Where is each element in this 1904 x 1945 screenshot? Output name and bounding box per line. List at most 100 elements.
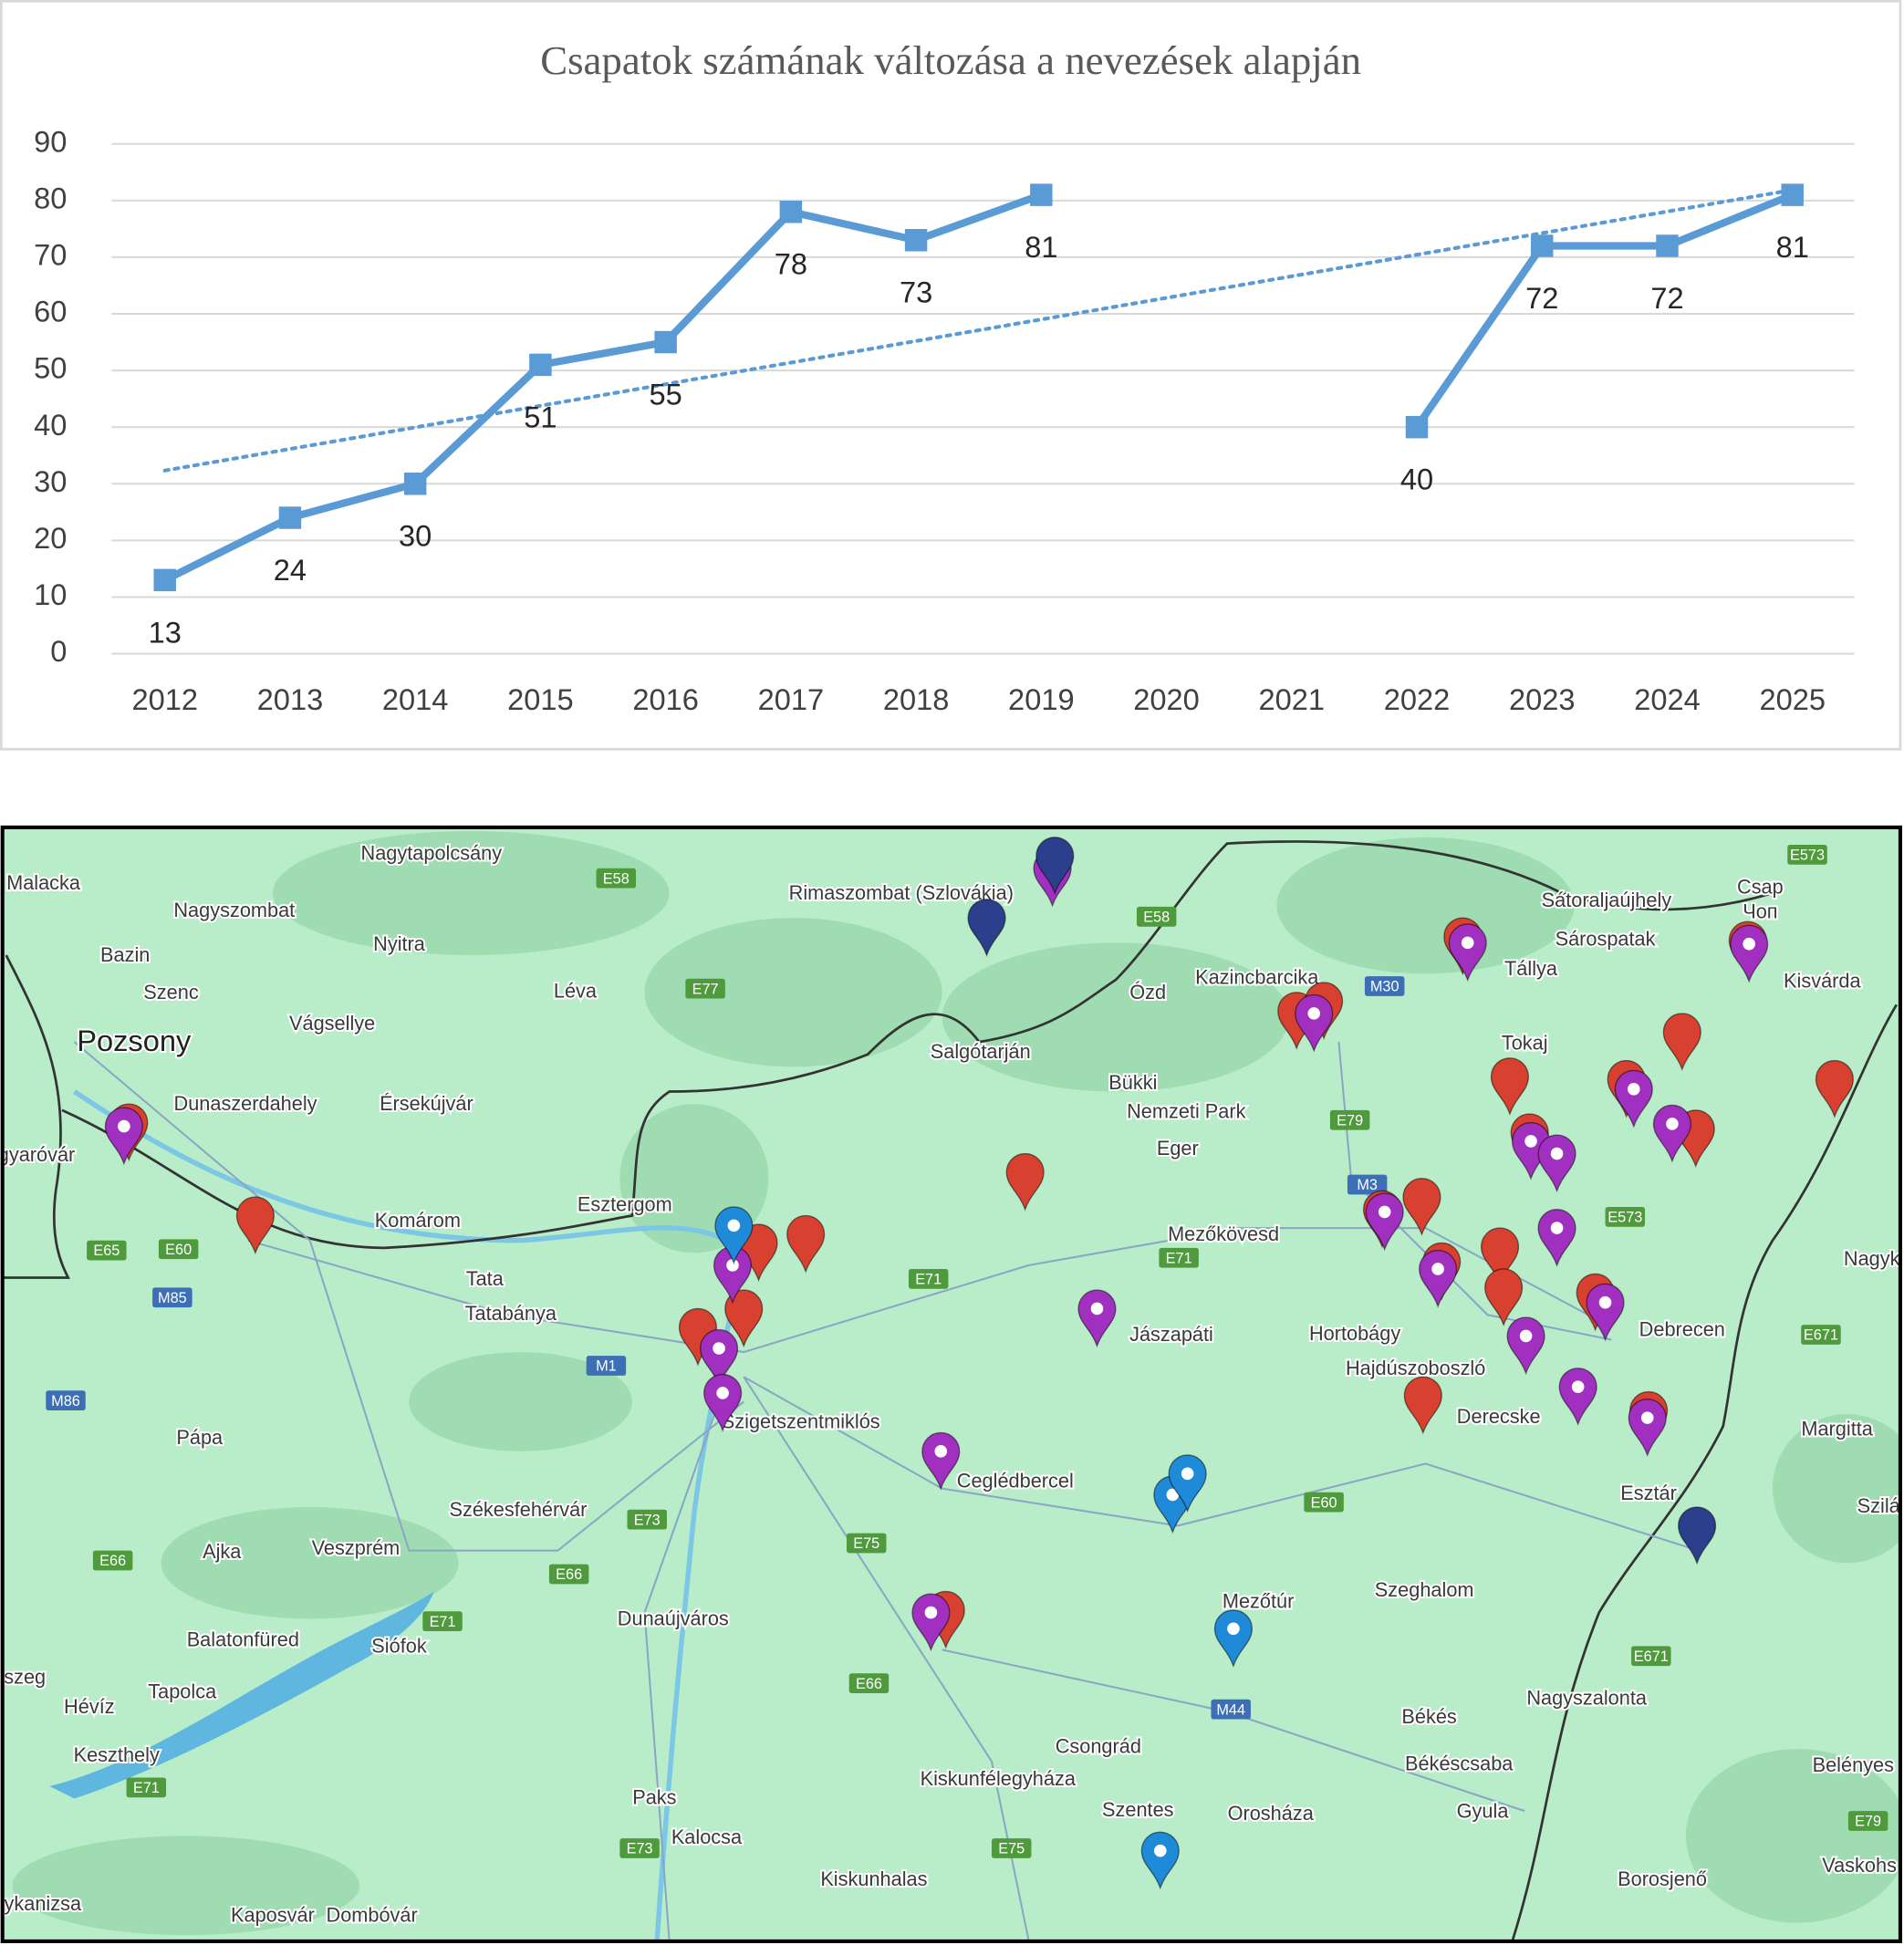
map-pin (1035, 837, 1075, 895)
map-pin (703, 1373, 743, 1432)
road-shield (87, 1240, 127, 1261)
road-shield (1329, 1109, 1370, 1130)
road-shield (92, 1550, 133, 1571)
place-label: Pozsony (77, 1024, 192, 1057)
map-pin (1815, 1059, 1854, 1118)
place-label: Gyula (1457, 1799, 1510, 1822)
place-label: Dombóvár (327, 1903, 418, 1926)
map-pin (1403, 1376, 1442, 1435)
map-pin (1005, 1152, 1045, 1212)
place-label: Keszthely (74, 1743, 160, 1766)
map-pin (1490, 1057, 1529, 1117)
x-tick-label: 2023 (1509, 682, 1576, 716)
map-pin (1213, 1609, 1253, 1669)
road-label: E65 (93, 1243, 120, 1259)
map-frame (0, 825, 1902, 1943)
data-label: 24 (274, 553, 307, 587)
pin-dot (924, 1606, 938, 1619)
data-label: 81 (1025, 230, 1057, 264)
chart-title: Csapatok számának változása a nevezések … (540, 37, 1361, 83)
place-label: Dunaszerdahely (174, 1092, 317, 1115)
pin-dot (1640, 1411, 1654, 1424)
place-label: Szeghalom (1375, 1578, 1474, 1601)
road-label: M86 (51, 1393, 80, 1409)
road-label: M44 (1216, 1701, 1245, 1718)
map-pin (1506, 1316, 1545, 1376)
x-tick-label: 2013 (257, 682, 324, 716)
data-line (162, 191, 1795, 584)
pin-dot (1181, 1467, 1194, 1481)
road-shield (586, 1356, 627, 1376)
data-point (1531, 234, 1554, 257)
map-pin (786, 1214, 826, 1274)
data-label: 72 (1650, 281, 1683, 315)
road-shield (1364, 976, 1405, 996)
data-point (1656, 234, 1679, 257)
road-shield (1847, 1811, 1888, 1831)
data-point (278, 506, 302, 529)
road-shield (548, 1564, 589, 1585)
data-label: 30 (399, 519, 432, 553)
place-label: Sátoraljaújhely (1542, 889, 1672, 911)
place-label: Tokaj (1502, 1032, 1548, 1055)
place-label: Чоп (1743, 900, 1777, 922)
place-label: Esztár (1620, 1482, 1677, 1504)
map-pin (1614, 1069, 1653, 1129)
place-label: Szigetszentmiklós (722, 1409, 880, 1432)
map-pin (1730, 924, 1769, 983)
map-pin (1077, 1289, 1117, 1348)
map-pin (1558, 1368, 1597, 1426)
place-label: Siófok (371, 1634, 427, 1657)
data-label: 73 (900, 276, 932, 309)
road-shield (422, 1611, 463, 1631)
road-label: E66 (556, 1566, 582, 1583)
border-romania (1511, 1004, 1899, 1941)
road-shield (619, 1838, 660, 1858)
road-labels: E58 E58 E77 M30 E79 M3 E573 E573 E71 E71 E60 E671 E6… (46, 844, 1888, 1858)
data-label: 40 (1400, 463, 1433, 496)
road-label: E60 (165, 1242, 192, 1258)
place-label: szeg (4, 1665, 46, 1688)
place-label: Rimaszombat (Szlovákia) (789, 881, 1014, 904)
road-shield (848, 1673, 890, 1693)
map-pin (1365, 1192, 1404, 1252)
place-label: Szilág (1857, 1494, 1904, 1517)
map-pin (699, 1328, 739, 1388)
place-label: Szentes (1102, 1798, 1174, 1821)
data-point (153, 568, 176, 592)
place-label: Kazincbarcika (1195, 966, 1319, 989)
x-tick-label: 2019 (1008, 682, 1075, 716)
place-label: Esztergom (577, 1192, 672, 1215)
road-label: E58 (1143, 909, 1170, 925)
road-label: E66 (99, 1553, 126, 1569)
data-point (1030, 183, 1053, 206)
x-tick-label: 2016 (632, 682, 699, 716)
x-tick-label: 2020 (1133, 682, 1200, 716)
place-label: Hortobágy (1309, 1322, 1400, 1345)
x-tick-label: 2017 (758, 682, 825, 716)
road-label: E73 (627, 1841, 653, 1857)
road-label: E71 (915, 1272, 942, 1288)
x-tick-label: 2018 (883, 682, 950, 716)
data-label: 78 (775, 247, 807, 281)
place-label: Derecske (1457, 1405, 1541, 1428)
map-pin (714, 1206, 754, 1265)
road-label: E71 (133, 1780, 160, 1796)
road-shield (158, 1239, 199, 1260)
map-pin (1628, 1399, 1667, 1457)
road-shield (847, 1533, 887, 1554)
data-point (904, 229, 928, 252)
map-pin (1537, 1209, 1576, 1267)
road-label: E75 (853, 1535, 879, 1552)
data-point (1405, 415, 1429, 439)
x-tick-label: 2014 (382, 682, 449, 716)
place-label: Balatonfüred (187, 1628, 299, 1651)
pin-dot (1628, 1083, 1640, 1096)
place-label: Kiskunfélegyháza (921, 1767, 1077, 1790)
pin-dot (1378, 1205, 1391, 1219)
place-label: Nemzeti Park (1127, 1099, 1246, 1122)
road-shield (152, 1287, 192, 1308)
place-label: Nagyszombat (173, 899, 295, 921)
